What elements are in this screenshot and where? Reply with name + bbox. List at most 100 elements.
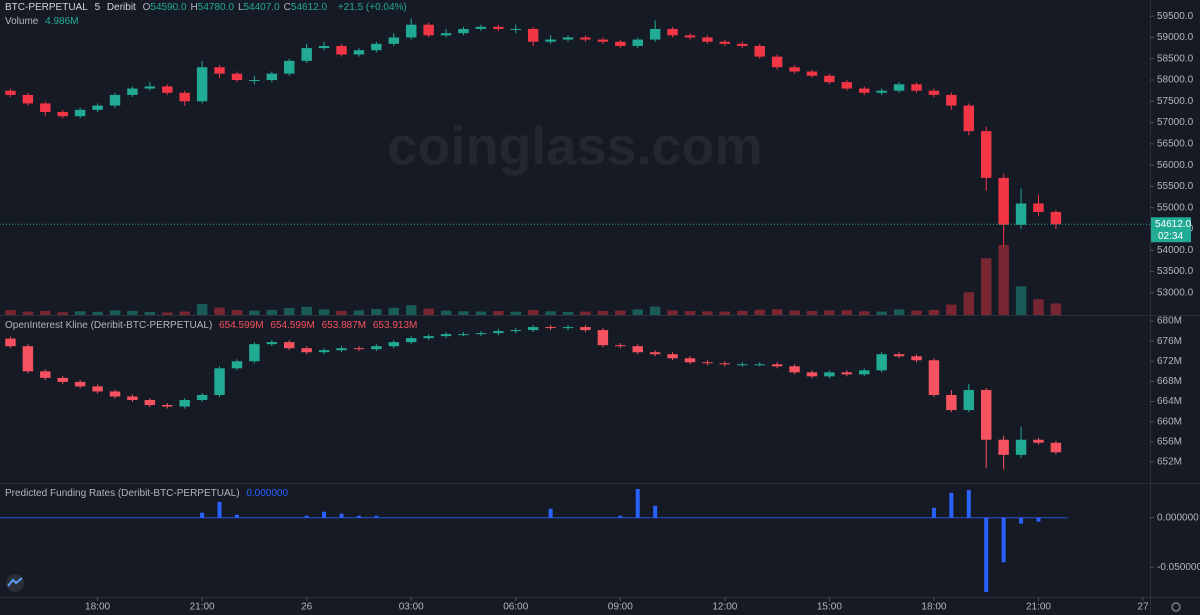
last-price-label: 54612.0 [1155, 219, 1192, 230]
candle-body [475, 333, 487, 335]
candle-body [196, 67, 208, 102]
candle-body [318, 45, 330, 49]
y-tick-label: 55500.0 [1157, 181, 1194, 192]
candle-body [249, 80, 260, 82]
x-tick-label: 21:00 [190, 602, 215, 613]
y-tick-label: 57000.0 [1157, 117, 1194, 128]
candle-body [423, 336, 434, 339]
volume-bar [162, 312, 173, 315]
candle-body [980, 389, 992, 440]
oi-legend: OpenInterest Kline (Deribit-BTC-PERPETUA… [5, 320, 421, 331]
ohlc-label: C [283, 2, 291, 13]
candle-body [109, 391, 121, 397]
volume-bar [22, 311, 34, 315]
volume-bar [353, 310, 365, 315]
volume-bar [754, 309, 765, 315]
volume-bar [475, 311, 487, 315]
y-tick-label: 656M [1157, 436, 1182, 447]
funding-legend: Predicted Funding Rates (Deribit-BTC-PER… [5, 488, 292, 499]
volume-bar [371, 308, 382, 315]
volume-bar [92, 311, 103, 315]
oi-value: 653.913M [372, 320, 418, 331]
candle-body [458, 334, 469, 336]
volume-bar [179, 311, 190, 315]
candle-body [597, 39, 609, 42]
candle-body [493, 26, 504, 29]
ohlc-value: 54780.0 [197, 2, 234, 13]
candle-body [5, 338, 16, 347]
y-tick-label: 668M [1157, 376, 1182, 387]
volume-bar [57, 312, 68, 315]
volume-legend: Volume 4.986M [5, 16, 83, 27]
candle-body [336, 348, 347, 351]
candle-body [458, 28, 469, 34]
x-tick-label: 12:00 [712, 602, 737, 613]
volume-bar [580, 311, 591, 315]
volume-bar [1033, 299, 1044, 315]
funding-bar [304, 515, 309, 518]
candle-body [527, 327, 539, 331]
candle-body [231, 73, 243, 81]
volume-bar [440, 310, 452, 315]
candle-body [214, 67, 225, 74]
volume-bar [144, 311, 156, 315]
y-tick-label: 59000.0 [1157, 32, 1194, 43]
candle-body [22, 94, 34, 104]
ohlc: O54590.0 H54780.0 L54407.0 C54612.0 [143, 2, 331, 13]
volume-bar [5, 310, 16, 315]
x-tick-label: 18:00 [85, 602, 110, 613]
volume-bar [737, 310, 748, 315]
candle-body [423, 24, 434, 36]
candle-body [702, 362, 713, 364]
candle-body [859, 370, 870, 375]
volume-bar [702, 311, 713, 315]
candle-body [353, 50, 365, 55]
volume-bar [301, 306, 312, 315]
funding-bar [1019, 517, 1024, 524]
candle-body [196, 394, 208, 401]
candle-body [301, 348, 312, 353]
ohlc-value: 54407.0 [243, 2, 280, 13]
candle-body [771, 364, 783, 367]
funding-bar [984, 517, 989, 593]
candle-body [162, 86, 173, 93]
volume-bar [998, 245, 1009, 315]
candle-body [754, 364, 765, 366]
candle-body [231, 361, 243, 369]
funding-bar [949, 492, 954, 518]
candle-body [40, 103, 51, 112]
candle-body [162, 405, 173, 407]
funding-bar [966, 489, 971, 518]
volume-bar [231, 310, 243, 315]
candle-body [1050, 211, 1062, 225]
candle-body [127, 88, 138, 95]
ohlc-value: 54590.0 [150, 2, 187, 13]
y-tick-label: 53500.0 [1157, 266, 1194, 277]
candle-body [22, 346, 34, 372]
funding-bar [653, 505, 658, 518]
candle-body [684, 35, 696, 38]
y-tick-label: 53000.0 [1157, 288, 1194, 299]
funding-bar [374, 515, 379, 518]
x-tick-label: 03:00 [399, 602, 424, 613]
volume-bar [980, 258, 992, 315]
funding-bar [356, 515, 361, 518]
volume-bar [266, 309, 278, 315]
candle-body [493, 331, 504, 334]
symbol: BTC-PERPETUAL [5, 2, 88, 13]
volume-bar [911, 310, 922, 315]
candle-body [737, 364, 748, 366]
candle-body [1015, 439, 1027, 455]
candle-body [318, 350, 330, 353]
logo[interactable] [6, 574, 24, 592]
candle-body [92, 386, 103, 392]
candle-body [284, 342, 295, 349]
candle-body [371, 346, 382, 350]
x-tick-label: 26 [301, 602, 313, 613]
candle-body [998, 439, 1009, 455]
candle-body [580, 327, 591, 331]
volume-bar [336, 310, 347, 315]
volume-bar [510, 311, 521, 315]
settings-icon[interactable] [1171, 602, 1181, 612]
